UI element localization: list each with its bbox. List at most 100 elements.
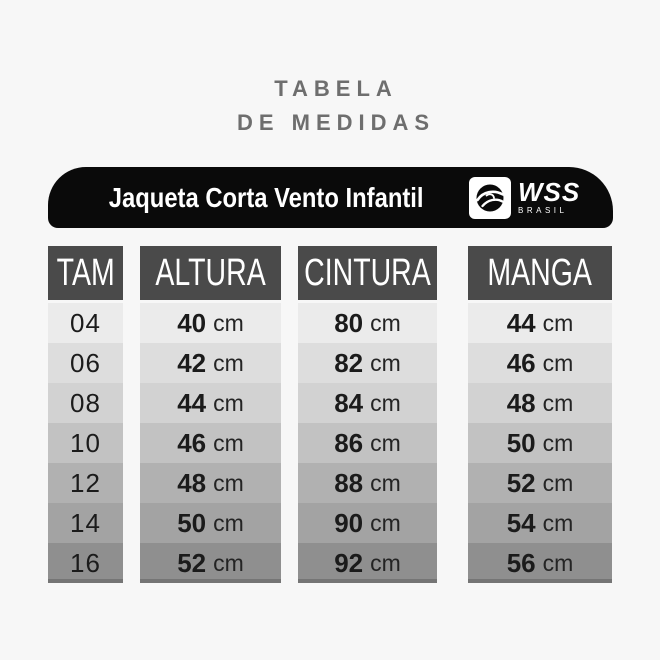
cell-value: 92 [334,547,364,578]
cell-value: 10 [70,427,101,458]
column-header-label: MANGA [487,251,593,294]
size-table: TAM 04 06 08 10 12 14 16 ALTURA 40 cm 42 cm 44 cm 46 cm 4… [48,246,612,583]
cell-value: 04 [70,307,101,338]
cell-cintura-row7: 92 cm [298,543,437,583]
cell-value: 44 [506,307,536,338]
cell-value: 52 [506,467,536,498]
cell-unit: cm [213,309,244,336]
cell-manga-row6: 54 cm [468,503,612,543]
cell-tam-row2: 06 [48,343,123,383]
cell-value: 50 [506,427,536,458]
product-name: Jaqueta Corta Vento Infantil [108,181,424,213]
page-title-line2: DE MEDIDAS [236,110,436,135]
brand-text: WSS BRASIL [518,177,581,215]
cell-manga-row1: 44 cm [468,303,612,343]
cell-altura-row3: 44 cm [140,383,281,423]
cell-unit: cm [542,429,574,456]
cell-unit: cm [542,549,574,576]
product-banner: Jaqueta Corta Vento Infantil WSS BRASIL [48,167,613,228]
cell-altura-row2: 42 cm [140,343,281,383]
cell-unit: cm [370,349,401,376]
column-tam: TAM 04 06 08 10 12 14 16 [48,246,123,583]
cell-value: 82 [334,347,364,378]
cell-tam-row3: 08 [48,383,123,423]
cell-cintura-row2: 82 cm [298,343,437,383]
wave-icon [469,176,512,219]
brand-name: WSS [518,177,581,207]
cell-value: 16 [70,547,101,578]
cell-altura-row7: 52 cm [140,543,281,583]
cell-value: 48 [506,387,536,418]
cell-altura-row4: 46 cm [140,423,281,463]
cell-unit: cm [542,349,574,376]
cell-value: 80 [334,307,364,338]
cell-unit: cm [370,309,401,336]
column-altura: ALTURA 40 cm 42 cm 44 cm 46 cm 48 cm 50 cm 52 cm [140,246,281,583]
column-header-label: TAM [56,251,115,294]
column-header-label: CINTURA [304,251,431,294]
cell-unit: cm [542,309,574,336]
cell-altura-row6: 50 cm [140,503,281,543]
cell-manga-row4: 50 cm [468,423,612,463]
cell-tam-row7: 16 [48,543,123,583]
cell-tam-row4: 10 [48,423,123,463]
column-header-tam: TAM [48,246,123,300]
cell-unit: cm [370,469,401,496]
cell-unit: cm [213,509,244,536]
cell-cintura-row4: 86 cm [298,423,437,463]
cell-value: 42 [177,347,207,378]
cell-value: 40 [177,307,207,338]
page-title-line1: TABELA [274,76,398,101]
cell-value: 44 [177,387,207,418]
cell-unit: cm [213,389,244,416]
cell-altura-row1: 40 cm [140,303,281,343]
cell-value: 46 [177,427,207,458]
cell-value: 08 [70,387,101,418]
page-title: TABELA DE MEDIDAS [0,72,660,140]
brand-subtitle: BRASIL [518,206,568,215]
cell-manga-row3: 48 cm [468,383,612,423]
cell-value: 06 [70,347,101,378]
cell-unit: cm [370,549,401,576]
cell-value: 56 [506,547,536,578]
cell-tam-row1: 04 [48,303,123,343]
column-header-altura: ALTURA [140,246,281,300]
column-header-label: ALTURA [155,251,266,294]
cell-unit: cm [542,469,574,496]
cell-value: 52 [177,547,207,578]
column-manga: MANGA 44 cm 46 cm 48 cm 50 cm 52 cm 54 cm 56 cm [468,246,612,583]
cell-cintura-row3: 84 cm [298,383,437,423]
cell-value: 88 [334,467,364,498]
brand-logo: WSS BRASIL [469,176,581,219]
cell-value: 90 [334,507,364,538]
cell-unit: cm [213,349,244,376]
cell-unit: cm [542,389,574,416]
column-header-cintura: CINTURA [298,246,437,300]
cell-unit: cm [370,429,401,456]
cell-value: 54 [506,507,536,538]
cell-unit: cm [370,509,401,536]
cell-cintura-row5: 88 cm [298,463,437,503]
cell-cintura-row6: 90 cm [298,503,437,543]
cell-manga-row5: 52 cm [468,463,612,503]
cell-value: 86 [334,427,364,458]
cell-tam-row5: 12 [48,463,123,503]
cell-value: 14 [70,507,101,538]
cell-unit: cm [213,549,244,576]
cell-value: 48 [177,467,207,498]
cell-unit: cm [542,509,574,536]
cell-value: 46 [506,347,536,378]
cell-value: 84 [334,387,364,418]
cell-unit: cm [213,469,244,496]
cell-cintura-row1: 80 cm [298,303,437,343]
cell-manga-row7: 56 cm [468,543,612,583]
cell-value: 12 [70,467,101,498]
cell-value: 50 [177,507,207,538]
cell-manga-row2: 46 cm [468,343,612,383]
column-cintura: CINTURA 80 cm 82 cm 84 cm 86 cm 88 cm 90 cm 92 cm [298,246,437,583]
cell-unit: cm [370,389,401,416]
column-header-manga: MANGA [468,246,612,300]
cell-unit: cm [213,429,244,456]
cell-altura-row5: 48 cm [140,463,281,503]
